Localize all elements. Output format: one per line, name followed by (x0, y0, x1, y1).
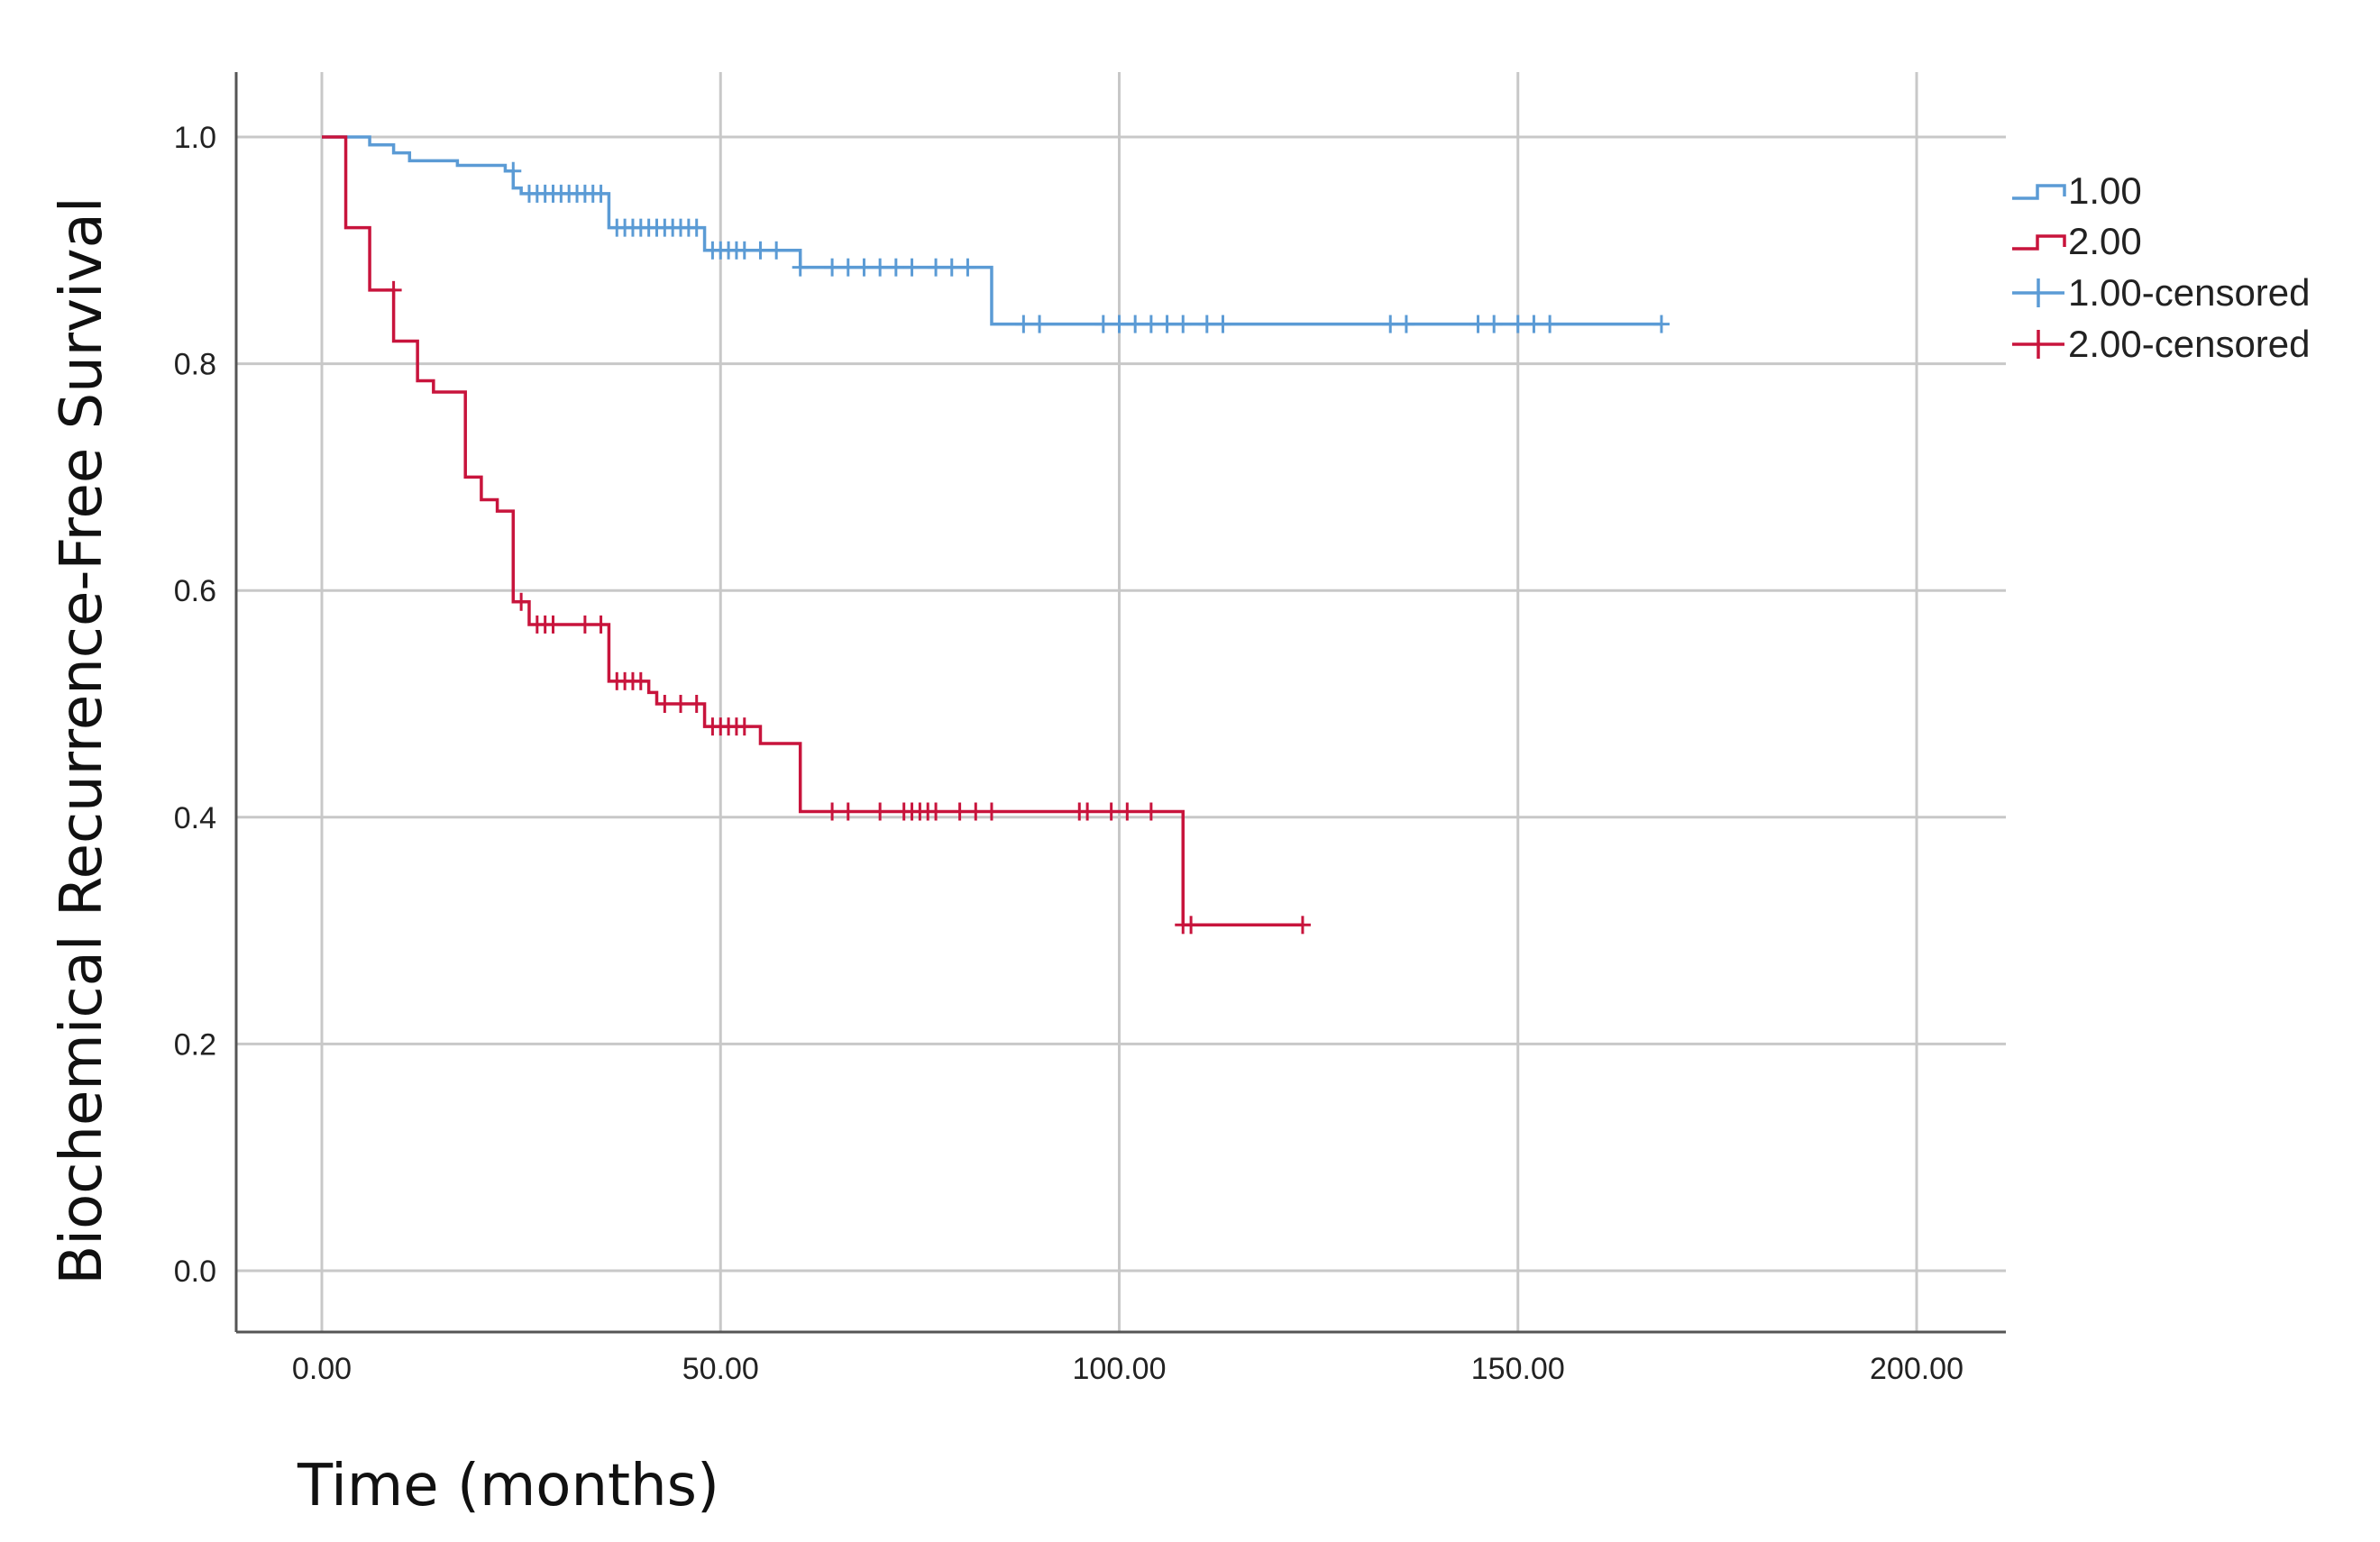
censor-mark (1175, 315, 1192, 333)
censor-mark (887, 258, 904, 277)
censor-mark (1469, 315, 1487, 333)
censor-mark (1015, 315, 1032, 333)
series-layer (322, 135, 1670, 935)
censor-mark (928, 802, 945, 821)
censor-mark (513, 592, 530, 611)
series-2.00 (322, 135, 1311, 935)
censor-mark (768, 241, 785, 260)
x-tick-label: 0.00 (292, 1352, 352, 1386)
censor-mark (983, 802, 1000, 821)
censor-mark (736, 241, 753, 260)
y-tick-label: 1.0 (174, 121, 216, 155)
censor-mark (903, 258, 920, 277)
y-tick-label: 0.4 (174, 801, 216, 835)
legend-item: 1.00 (2012, 169, 2142, 212)
censor-mark (656, 695, 673, 713)
legend-item: 1.00-censored (2012, 271, 2311, 314)
censor-mark (943, 258, 960, 277)
censor-mark (1031, 315, 1048, 333)
censor-mark (1127, 315, 1144, 333)
legend-censor-swatch (2012, 278, 2064, 307)
censor-mark (872, 258, 889, 277)
censor-mark (792, 258, 809, 277)
legend-label: 1.00-censored (2068, 271, 2311, 314)
legend-step-swatch (2012, 234, 2066, 251)
legend-label: 2.00-censored (2068, 323, 2311, 365)
censor-mark (688, 695, 705, 713)
legend-item: 2.00 (2012, 220, 2142, 262)
censor-mark (1486, 315, 1503, 333)
x-tick-label: 50.00 (682, 1352, 759, 1386)
censor-mark (1382, 315, 1399, 333)
censor-mark (1294, 916, 1311, 935)
censor-mark (576, 615, 593, 634)
censor-mark (856, 258, 873, 277)
grid (236, 72, 2006, 1332)
censor-mark (1397, 315, 1414, 333)
censor-mark (592, 184, 609, 203)
censor-mark (1094, 315, 1112, 333)
censor-mark (872, 802, 889, 821)
legend-censor-swatch (2012, 330, 2064, 359)
censor-mark (1652, 315, 1670, 333)
censor-mark (752, 241, 769, 260)
censor-mark (1079, 802, 1096, 821)
legend: 1.00 2.00 1.00-censored 2.00-censored (2012, 169, 2311, 365)
censor-mark (1119, 802, 1136, 821)
censor-mark (632, 671, 649, 690)
y-tick-label: 0.6 (174, 574, 216, 608)
censor-mark (1111, 315, 1128, 333)
x-tick-label: 100.00 (1073, 1352, 1167, 1386)
censor-mark (688, 218, 705, 237)
censor-mark (839, 802, 856, 821)
legend-step-swatch (2012, 184, 2066, 200)
censor-mark (1158, 315, 1176, 333)
censor-mark (736, 717, 753, 736)
tick-labels: 0.0 0.2 0.4 0.6 0.8 1.0 0.00 50.00 100.00 150.00 2… (174, 121, 1964, 1386)
censor-mark (1214, 315, 1231, 333)
legend-label: 1.00 (2068, 169, 2142, 212)
censor-mark (505, 161, 522, 180)
censor-mark (1198, 315, 1215, 333)
censor-mark (839, 258, 856, 277)
x-tick-label: 150.00 (1471, 1352, 1565, 1386)
legend-label: 2.00 (2068, 220, 2142, 262)
censor-mark (1525, 315, 1542, 333)
censor-mark (824, 258, 841, 277)
censor-mark (1142, 802, 1159, 821)
censor-mark (1509, 315, 1526, 333)
censor-mark (959, 258, 976, 277)
x-axis-title: Time (months) (297, 1453, 719, 1519)
censor-mark (967, 802, 984, 821)
censor-mark (673, 695, 690, 713)
axes (234, 72, 2006, 1334)
y-tick-label: 0.0 (174, 1255, 216, 1289)
y-tick-label: 0.2 (174, 1027, 216, 1062)
censor-mark (592, 615, 609, 634)
censor-mark (1103, 802, 1120, 821)
censor-mark (824, 802, 841, 821)
censor-mark (1183, 916, 1200, 935)
censor-mark (1142, 315, 1159, 333)
series-1.00 (322, 135, 1670, 333)
censor-mark (545, 615, 562, 634)
y-axis-title: Biochemical Recurrence-Free Survival (49, 196, 115, 1284)
legend-item: 2.00-censored (2012, 323, 2311, 365)
censor-mark (928, 258, 945, 277)
censor-mark (951, 802, 968, 821)
censor-mark (385, 280, 402, 299)
censor-mark (1542, 315, 1559, 333)
x-tick-label: 200.00 (1870, 1352, 1964, 1386)
y-tick-label: 0.8 (174, 348, 216, 382)
